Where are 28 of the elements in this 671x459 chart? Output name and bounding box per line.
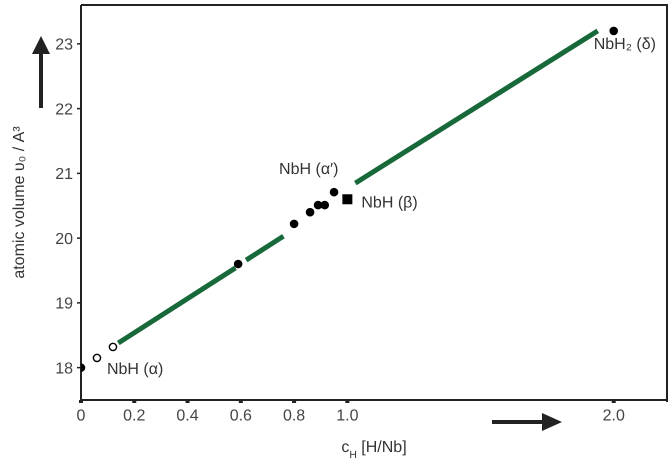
y-tick-label: 18 [55,360,74,378]
point [609,26,618,36]
point [320,200,330,210]
point [342,194,352,204]
x-tick-label: 0.2 [123,407,146,424]
x-tick-label: 1.0 [336,407,359,424]
point [290,220,298,228]
y-tick-label: 19 [55,296,74,313]
point [92,354,102,362]
y-tick-label: 21 [55,166,74,184]
x-axis-title: c$_{H}$ [H/Nb] [341,439,407,459]
annotation: NbH (α) [106,360,164,378]
x-tick-label: 0 [76,407,86,424]
annotation: NbH (α′) [279,161,338,178]
x-tick-label: 0.6 [230,407,252,424]
point [108,342,118,352]
point [306,208,314,217]
x-tick-label: 2.0 [602,407,625,424]
point [330,188,338,196]
x-tick-label: 0.4 [176,407,199,424]
y-tick-label: 23 [55,36,74,54]
annotation: NbH₂ (δ) [594,36,656,53]
annotation: NbH (β) [361,194,418,212]
y-tick-label: 22 [55,101,74,118]
y-axis-title: atomic volume υ₀ / A³ [11,126,28,279]
y-tick-label: 20 [55,230,74,248]
x-tick-label: 0.8 [282,407,306,424]
point [234,260,242,268]
